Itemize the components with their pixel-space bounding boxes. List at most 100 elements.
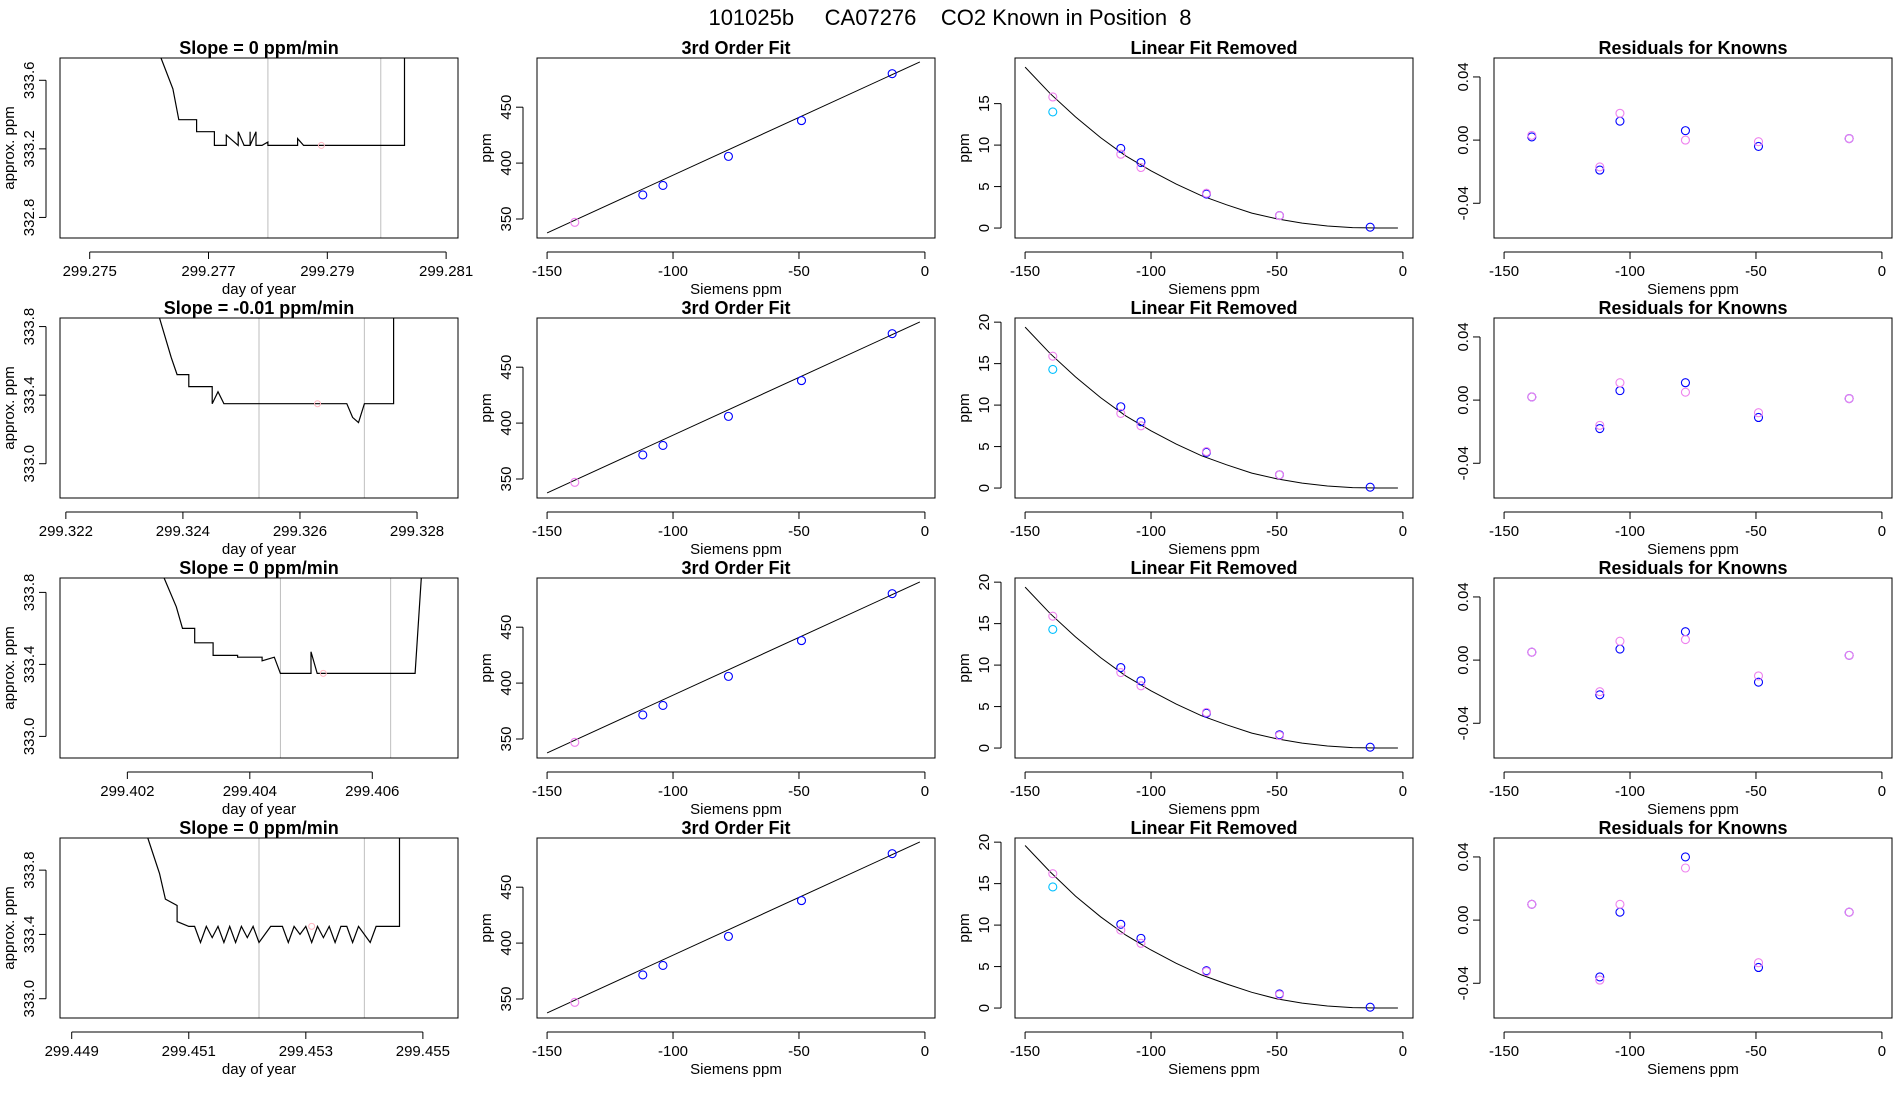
x-tick-label: 299.449	[45, 1043, 99, 1060]
panel-2-3: -150 -100 -50 0 0 5 10 15 20 Linear Fit Removed Si…	[956, 298, 1414, 558]
data-point-measured	[1136, 157, 1146, 168]
plot-frame	[536, 57, 936, 239]
y-tick-label: 20	[976, 834, 993, 851]
data-point-measured	[887, 329, 897, 339]
data-point-reference	[570, 477, 580, 487]
data-point-measured	[1680, 852, 1690, 862]
data-marker	[319, 669, 327, 677]
data-point-measured	[1753, 677, 1764, 687]
data-point-reference	[1680, 387, 1690, 397]
x-tick-label: -50	[1745, 263, 1767, 280]
panel-2-2: -150 -100 -50 0 350 400 450 3rd Order Fit Siemen…	[478, 298, 936, 558]
x-tick-label: 299.279	[300, 263, 354, 280]
data-point-measured	[1365, 1002, 1375, 1012]
x-tick-label: -100	[1136, 263, 1166, 280]
plot-frame	[1493, 317, 1893, 499]
panel-4-3: -150 -100 -50 0 0 5 10 15 20 Linear Fit Removed Si…	[956, 818, 1414, 1078]
x-axis-label: day of year	[222, 541, 296, 558]
x-axis-label: Siemens ppm	[1647, 1061, 1739, 1078]
plot-frame	[536, 317, 936, 499]
data-point-reference	[1201, 966, 1211, 977]
plot-area	[1024, 66, 1398, 232]
fit-line	[546, 841, 921, 1014]
y-tick-label: 15	[976, 615, 993, 632]
plot-frame	[536, 837, 936, 1019]
data-point-reference	[1274, 211, 1285, 221]
y-tick-label: 15	[976, 95, 993, 112]
x-axis-label: Siemens ppm	[1647, 801, 1739, 818]
y-tick-label: 0.04	[1455, 322, 1472, 351]
y-tick-label: 333.0	[21, 718, 38, 756]
x-tick-label: 299.277	[181, 263, 235, 280]
data-point-measured	[796, 116, 807, 126]
data-point-measured	[796, 636, 807, 646]
panel-3-3: -150 -100 -50 0 0 5 10 15 20 Linear Fit Removed Si…	[956, 558, 1414, 818]
x-tick-label: -150	[532, 263, 562, 280]
data-point-measured	[1615, 907, 1625, 917]
fit-curve	[1024, 586, 1398, 749]
data-point-reference	[1753, 671, 1764, 681]
panel-title: Slope = 0 ppm/min	[179, 558, 339, 578]
data-series-line	[160, 58, 406, 147]
data-point-measured	[887, 69, 897, 79]
x-tick-label: -150	[532, 523, 562, 540]
data-marker	[308, 922, 316, 930]
data-point-reference	[1274, 470, 1285, 480]
y-tick-label: 5	[976, 182, 993, 190]
data-point-reference	[1048, 92, 1058, 102]
x-tick-label: 299.451	[162, 1043, 216, 1060]
data-point-measured	[1595, 165, 1605, 175]
data-point-reference	[1753, 408, 1764, 418]
data-point-reference	[1201, 188, 1211, 198]
data-point-reference	[1527, 647, 1537, 657]
x-tick-label: 0	[921, 523, 929, 540]
x-tick-label: -50	[788, 263, 810, 280]
x-tick-label: 299.281	[419, 263, 473, 280]
x-tick-label: -150	[1010, 263, 1040, 280]
y-tick-label: -0.04	[1455, 706, 1472, 740]
data-point-reference	[1595, 420, 1605, 430]
y-tick-label: -0.04	[1455, 446, 1472, 480]
data-point-measured	[723, 411, 733, 421]
x-tick-label: 299.324	[156, 523, 210, 540]
data-point-extra	[1048, 624, 1058, 634]
plot-frame	[1014, 57, 1414, 239]
y-tick-label: 400	[498, 411, 515, 436]
data-point-measured	[1365, 222, 1375, 232]
data-point-measured	[1136, 933, 1146, 943]
data-point-measured	[658, 700, 668, 711]
x-tick-label: 299.326	[273, 523, 327, 540]
x-axis-label: Siemens ppm	[690, 541, 782, 558]
y-tick-label: 0.04	[1455, 582, 1472, 611]
plot-area	[546, 61, 921, 234]
data-point-measured	[1116, 663, 1126, 673]
data-point-measured	[1615, 644, 1625, 654]
plot-area	[1024, 326, 1398, 492]
panel-title: Slope = 0 ppm/min	[179, 38, 339, 58]
plot-frame	[59, 317, 459, 499]
panel-3-4: -150 -100 -50 0 -0.04 0.00 0.04 Residuals for K…	[1455, 558, 1893, 818]
x-tick-label: 0	[1878, 523, 1886, 540]
x-tick-label: -150	[532, 1043, 562, 1060]
y-tick-label: 333.4	[21, 916, 38, 954]
y-tick-label: 15	[976, 355, 993, 372]
fit-curve	[1024, 326, 1398, 489]
y-tick-label: 0	[976, 224, 993, 232]
data-point-measured	[1116, 143, 1126, 153]
data-point-measured	[796, 376, 807, 386]
x-tick-label: 299.406	[345, 783, 399, 800]
data-marker	[314, 400, 322, 408]
data-point-measured	[723, 151, 733, 161]
x-axis-label: Siemens ppm	[690, 281, 782, 298]
y-tick-label: 10	[976, 657, 993, 674]
plot-area	[147, 838, 401, 945]
data-point-reference	[1615, 108, 1625, 118]
data-point-reference	[1136, 421, 1146, 431]
data-point-measured	[1680, 126, 1690, 136]
data-point-reference	[1274, 990, 1285, 1000]
y-axis-label: ppm	[478, 393, 495, 422]
data-point-measured	[1136, 417, 1146, 427]
data-point-reference	[1201, 446, 1211, 457]
x-tick-label: -100	[1615, 1043, 1645, 1060]
x-axis-label: day of year	[222, 281, 296, 298]
